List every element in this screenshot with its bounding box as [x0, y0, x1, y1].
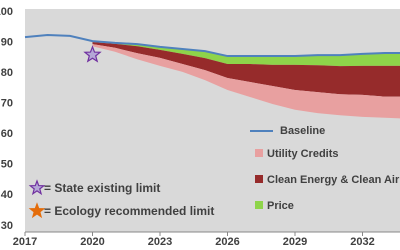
x-tick-label: 2026 — [215, 236, 239, 248]
legend-swatch — [255, 175, 263, 183]
legend-label: Price — [267, 200, 294, 212]
x-tick-label: 2017 — [13, 236, 37, 248]
legend-label: Clean Energy & Clean Air — [267, 174, 400, 186]
y-tick-label: 100 — [0, 6, 13, 18]
line — [24, 33, 400, 58]
y-tick-label: 30 — [1, 220, 13, 232]
area — [92, 41, 400, 67]
x-tick-label: 2029 — [283, 236, 307, 248]
legend-label: Utility Credits — [267, 148, 339, 160]
legend-swatch — [255, 149, 263, 157]
annotation: = Ecology recommended limit — [44, 204, 214, 218]
y-tick-label: 70 — [1, 98, 13, 110]
x-tick-label: 2020 — [80, 236, 104, 248]
y-tick-label: 40 — [1, 189, 13, 201]
x-tick-label: 2032 — [350, 236, 374, 248]
plot-background — [25, 9, 400, 232]
legend-swatch — [255, 201, 263, 209]
y-tick-label: 50 — [1, 159, 13, 171]
area — [92, 44, 400, 119]
annotation-star — [28, 179, 46, 196]
legend-label: Baseline — [280, 125, 325, 137]
area — [92, 41, 400, 97]
annotation: = State existing limit — [44, 181, 160, 195]
y-tick-label: 60 — [1, 128, 13, 140]
state-limit-marker — [83, 45, 102, 63]
y-tick-label: 80 — [1, 67, 13, 79]
annotation-star — [28, 202, 46, 219]
y-tick-label: 90 — [1, 37, 13, 49]
x-tick-label: 2023 — [148, 236, 172, 248]
